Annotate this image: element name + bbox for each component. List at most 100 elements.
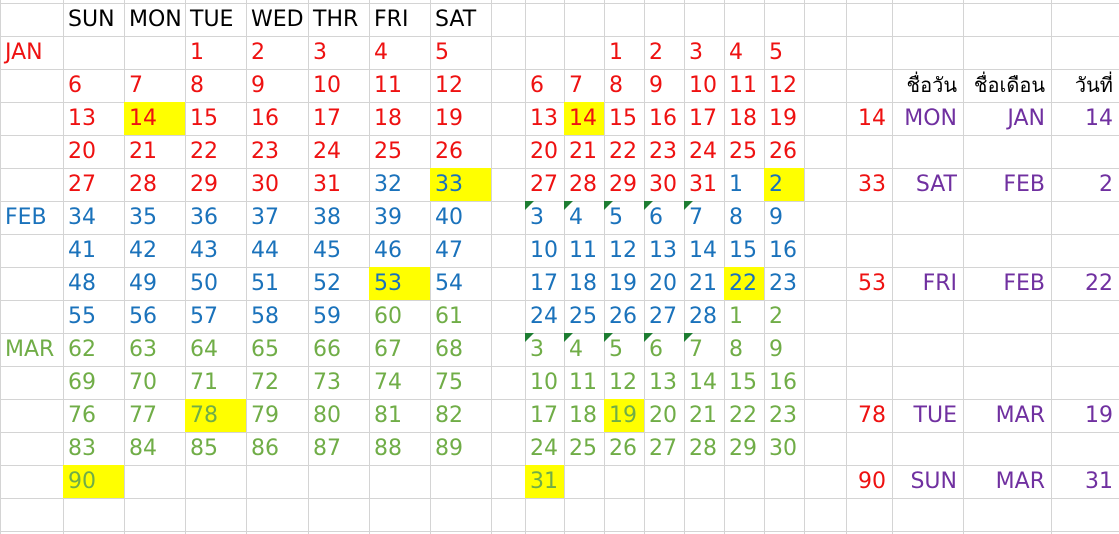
result-month-name[interactable]: JAN (1007, 106, 1045, 131)
date-cell[interactable]: 2 (769, 304, 783, 329)
date-cell[interactable]: 25 (729, 139, 757, 164)
date-cell[interactable]: 19 (769, 106, 797, 131)
date-cell[interactable]: 28 (689, 304, 717, 329)
result-date[interactable]: 31 (1085, 469, 1113, 494)
result-date[interactable]: 2 (1099, 172, 1113, 197)
serial-day-cell[interactable]: 25 (374, 139, 402, 164)
date-cell[interactable]: 20 (649, 403, 677, 428)
date-cell[interactable]: 24 (689, 139, 717, 164)
serial-day-cell[interactable]: 31 (313, 172, 341, 197)
date-cell[interactable]: 14 (689, 370, 717, 395)
date-cell[interactable]: 16 (769, 238, 797, 263)
serial-day-cell[interactable]: 59 (313, 304, 341, 329)
serial-day-cell[interactable]: 15 (190, 106, 218, 131)
serial-day-cell[interactable]: 46 (374, 238, 402, 263)
date-cell[interactable]: 15 (609, 106, 637, 131)
day-header[interactable]: SUN (68, 7, 115, 32)
serial-day-cell[interactable]: 51 (251, 271, 279, 296)
serial-day-cell[interactable]: 85 (190, 436, 218, 461)
date-cell[interactable]: 18 (729, 106, 757, 131)
date-cell[interactable]: 6 (644, 333, 684, 366)
date-cell[interactable]: 12 (609, 238, 637, 263)
serial-day-cell[interactable]: 10 (313, 73, 341, 98)
date-cell[interactable]: 13 (649, 370, 677, 395)
date-cell[interactable]: 9 (649, 73, 663, 98)
serial-day-cell[interactable]: 20 (68, 139, 96, 164)
serial-day-cell[interactable]: 66 (313, 337, 341, 362)
date-cell[interactable]: 8 (729, 205, 743, 230)
serial-day-cell[interactable]: 30 (251, 172, 279, 197)
serial-day-cell[interactable]: 47 (435, 238, 463, 263)
date-cell[interactable]: 19 (609, 271, 637, 296)
serial-day-cell[interactable]: 49 (129, 271, 157, 296)
month-label-mar[interactable]: MAR (5, 337, 55, 362)
date-cell[interactable]: 7 (684, 333, 724, 366)
date-cell[interactable]: 5 (604, 333, 644, 366)
serial-day-cell[interactable]: 14 (124, 102, 185, 135)
date-cell[interactable]: 7 (684, 201, 724, 234)
serial-day-cell[interactable]: 7 (129, 73, 143, 98)
serial-day-cell[interactable]: 80 (313, 403, 341, 428)
serial-day-cell[interactable]: 39 (374, 205, 402, 230)
serial-day-cell[interactable]: 50 (190, 271, 218, 296)
serial-day-cell[interactable]: 43 (190, 238, 218, 263)
date-cell[interactable]: 29 (609, 172, 637, 197)
serial-day-cell[interactable]: 48 (68, 271, 96, 296)
result-serial[interactable]: 53 (858, 271, 886, 296)
date-cell[interactable]: 12 (609, 370, 637, 395)
date-cell[interactable]: 2 (764, 168, 804, 201)
serial-day-cell[interactable]: 83 (68, 436, 96, 461)
serial-day-cell[interactable]: 12 (435, 73, 463, 98)
date-cell[interactable]: 5 (769, 40, 783, 65)
date-cell[interactable]: 19 (604, 399, 644, 432)
date-cell[interactable]: 21 (569, 139, 597, 164)
serial-day-cell[interactable]: 29 (190, 172, 218, 197)
date-cell[interactable]: 31 (689, 172, 717, 197)
date-cell[interactable]: 1 (729, 304, 743, 329)
date-cell[interactable]: 6 (530, 73, 544, 98)
date-cell[interactable]: 4 (729, 40, 743, 65)
date-cell[interactable]: 22 (609, 139, 637, 164)
result-serial[interactable]: 90 (858, 469, 886, 494)
date-cell[interactable]: 4 (564, 201, 604, 234)
serial-day-cell[interactable]: 79 (251, 403, 279, 428)
date-cell[interactable]: 13 (649, 238, 677, 263)
date-cell[interactable]: 11 (729, 73, 757, 98)
date-cell[interactable]: 31 (525, 465, 564, 498)
month-label-feb[interactable]: FEB (5, 205, 47, 230)
result-month-name[interactable]: MAR (995, 469, 1045, 494)
date-cell[interactable]: 21 (689, 271, 717, 296)
serial-day-cell[interactable]: 9 (251, 73, 265, 98)
date-cell[interactable]: 26 (769, 139, 797, 164)
date-cell[interactable]: 28 (569, 172, 597, 197)
serial-day-cell[interactable]: 28 (129, 172, 157, 197)
date-cell[interactable]: 22 (724, 267, 764, 300)
date-cell[interactable]: 22 (729, 403, 757, 428)
date-cell[interactable]: 15 (729, 370, 757, 395)
serial-day-cell[interactable]: 44 (251, 238, 279, 263)
date-cell[interactable]: 24 (530, 304, 558, 329)
result-month-name[interactable]: FEB (1003, 271, 1045, 296)
date-cell[interactable]: 23 (649, 139, 677, 164)
day-header[interactable]: THR (313, 7, 359, 32)
result-serial[interactable]: 33 (858, 172, 886, 197)
serial-day-cell[interactable]: 58 (251, 304, 279, 329)
serial-day-cell[interactable]: 18 (374, 106, 402, 131)
date-cell[interactable]: 15 (729, 238, 757, 263)
serial-day-cell[interactable]: 42 (129, 238, 157, 263)
serial-day-cell[interactable]: 60 (374, 304, 402, 329)
date-cell[interactable]: 25 (569, 436, 597, 461)
date-cell[interactable]: 10 (689, 73, 717, 98)
date-cell[interactable]: 3 (525, 333, 564, 366)
day-header[interactable]: WED (251, 7, 304, 32)
serial-day-cell[interactable]: 21 (129, 139, 157, 164)
result-day-name[interactable]: TUE (913, 403, 957, 428)
date-cell[interactable]: 23 (769, 403, 797, 428)
serial-day-cell[interactable]: 76 (68, 403, 96, 428)
date-cell[interactable]: 1 (609, 40, 623, 65)
serial-day-cell[interactable]: 62 (68, 337, 96, 362)
serial-day-cell[interactable]: 22 (190, 139, 218, 164)
serial-day-cell[interactable]: 27 (68, 172, 96, 197)
serial-day-cell[interactable]: 77 (129, 403, 157, 428)
date-cell[interactable]: 12 (769, 73, 797, 98)
